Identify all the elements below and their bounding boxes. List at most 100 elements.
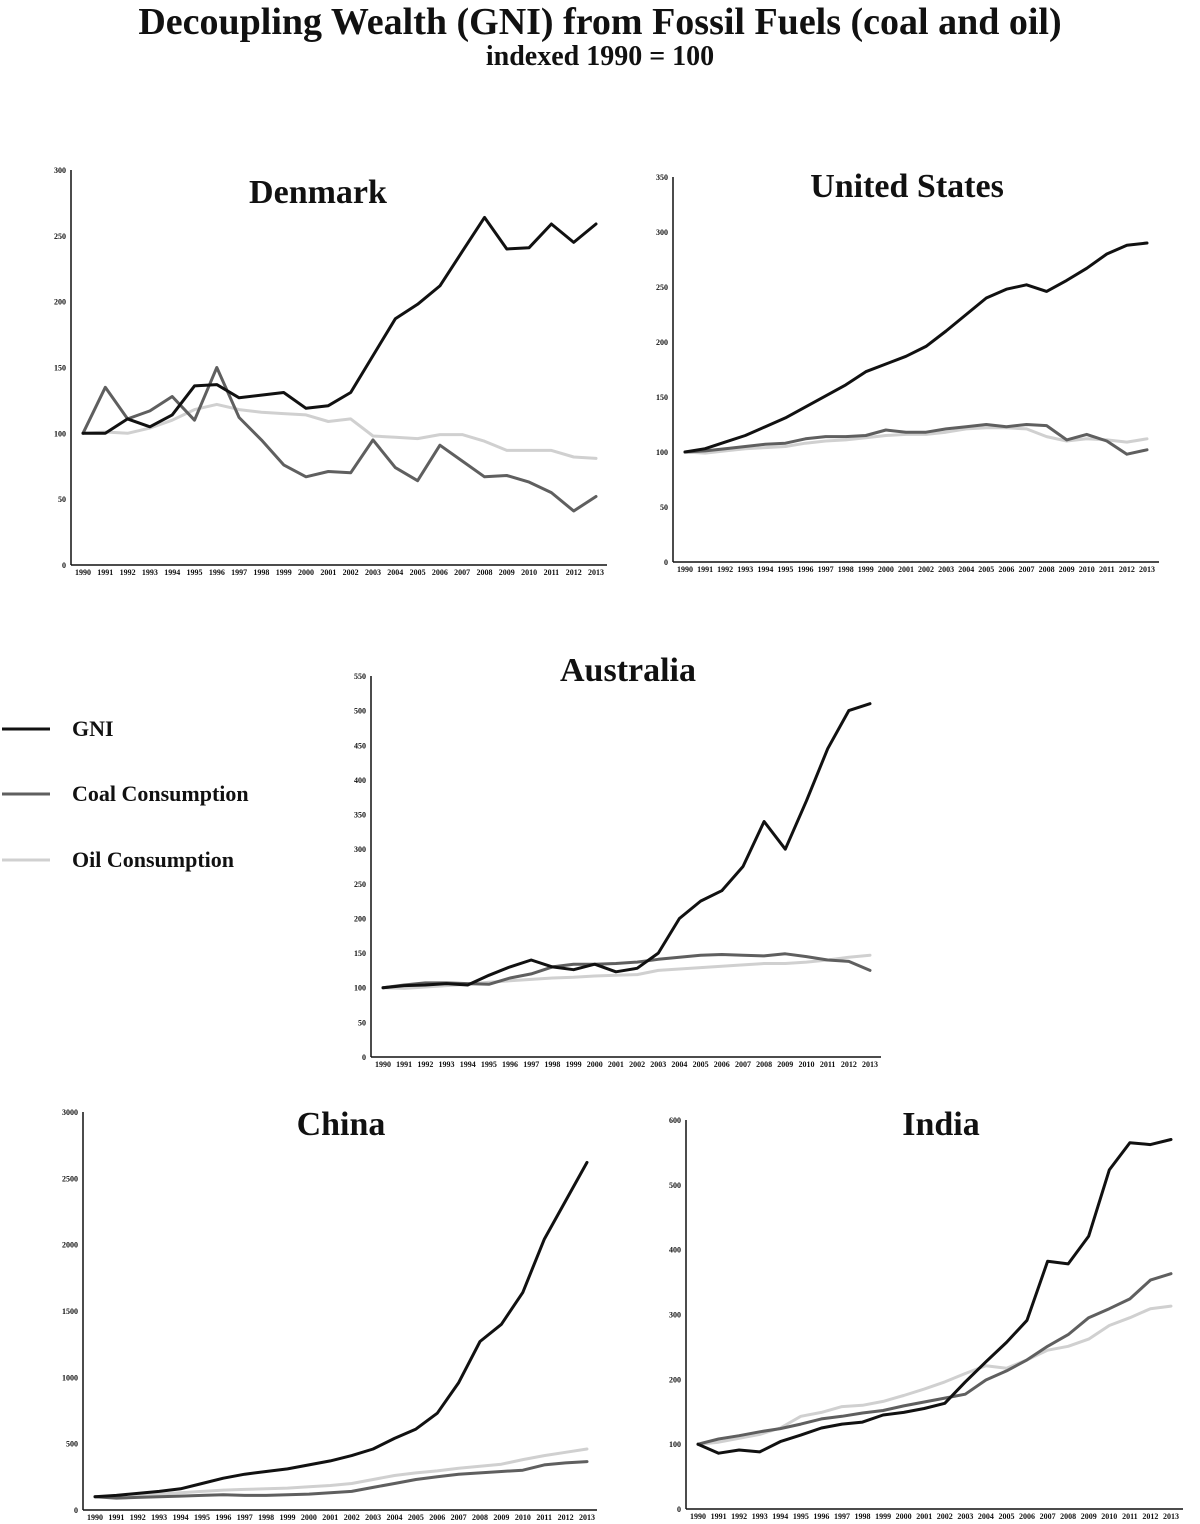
x-tick-label-india: 1996 (813, 1512, 829, 1521)
x-tick-label-australia: 2011 (820, 1060, 836, 1069)
x-tick-label-india: 1993 (752, 1512, 768, 1521)
x-tick-label-australia: 2007 (735, 1060, 751, 1069)
chart-india: India 0 100 200 300 400 500 600 1990 1991 1992 1993… (669, 1106, 1183, 1521)
x-tick-label-india: 2002 (937, 1512, 953, 1521)
y-tick-label-australia: 350 (354, 811, 366, 820)
x-tick-label-china: 1997 (237, 1513, 253, 1522)
x-tick-label-united-states: 2001 (898, 565, 914, 574)
x-tick-label-united-states: 2010 (1079, 565, 1095, 574)
x-tick-label-india: 2005 (998, 1512, 1014, 1521)
x-tick-label-united-states: 2005 (978, 565, 994, 574)
x-tick-label-united-states: 2008 (1039, 565, 1055, 574)
y-tick-label-china: 1000 (62, 1373, 78, 1382)
x-tick-label-united-states: 2011 (1099, 565, 1115, 574)
x-tick-label-india: 2004 (978, 1512, 994, 1521)
series-line-oil-consumption-denmark (81, 402, 598, 460)
series-line-coal-consumption-india (696, 1272, 1173, 1446)
x-tick-label-china: 1994 (173, 1513, 189, 1522)
x-tick-label-denmark: 2004 (387, 568, 403, 577)
x-tick-label-united-states: 2007 (1018, 565, 1034, 574)
y-tick-label-australia: 200 (354, 914, 366, 923)
y-tick-label-australia: 0 (362, 1053, 366, 1062)
x-tick-label-india: 2012 (1142, 1512, 1158, 1521)
x-tick-label-denmark: 2007 (454, 568, 470, 577)
y-tick-label-denmark: 100 (54, 429, 66, 438)
x-tick-label-denmark: 2013 (588, 568, 604, 577)
x-tick-label-australia: 1996 (502, 1060, 518, 1069)
y-tick-label-united-states: 300 (656, 228, 668, 237)
x-tick-label-united-states: 2004 (958, 565, 974, 574)
x-tick-label-china: 1999 (280, 1513, 296, 1522)
x-tick-label-united-states: 1998 (838, 565, 854, 574)
chart-united-states: United States 0 50 100 150 200 250 300 350 1990 19… (656, 168, 1159, 574)
x-tick-label-australia: 1995 (481, 1060, 497, 1069)
legend-label-gni: GNI (72, 716, 114, 741)
x-tick-label-india: 2001 (916, 1512, 932, 1521)
y-tick-label-australia: 100 (354, 984, 366, 993)
x-tick-label-australia: 1993 (439, 1060, 455, 1069)
x-tick-label-australia: 2001 (608, 1060, 624, 1069)
x-tick-label-china: 2009 (493, 1513, 509, 1522)
x-tick-label-australia: 1999 (566, 1060, 582, 1069)
y-tick-label-united-states: 200 (656, 338, 668, 347)
y-tick-label-denmark: 300 (54, 166, 66, 175)
x-tick-label-australia: 1998 (544, 1060, 560, 1069)
x-tick-label-australia: 2013 (862, 1060, 878, 1069)
y-tick-label-united-states: 250 (656, 283, 668, 292)
x-tick-label-australia: 1990 (375, 1060, 391, 1069)
chart-denmark: Denmark 0 50 100 150 200 250 300 1990 1991 1992 199… (54, 166, 607, 577)
x-tick-label-china: 2006 (429, 1513, 445, 1522)
y-tick-label-india: 300 (669, 1311, 681, 1320)
y-tick-label-united-states: 100 (656, 448, 668, 457)
x-tick-label-united-states: 1997 (818, 565, 834, 574)
y-tick-label-australia: 250 (354, 880, 366, 889)
x-tick-label-china: 1992 (130, 1513, 146, 1522)
y-tick-label-australia: 50 (358, 1018, 366, 1027)
x-tick-label-australia: 1991 (396, 1060, 412, 1069)
x-tick-label-united-states: 1994 (757, 565, 773, 574)
x-tick-label-india: 2008 (1060, 1512, 1076, 1521)
series-line-oil-consumption-china (93, 1447, 589, 1499)
x-tick-label-denmark: 1994 (164, 568, 180, 577)
y-tick-label-united-states: 150 (656, 393, 668, 402)
x-tick-label-australia: 2012 (841, 1060, 857, 1069)
x-tick-label-china: 2010 (515, 1513, 531, 1522)
y-tick-label-china: 3000 (62, 1108, 78, 1117)
x-tick-label-denmark: 1998 (253, 568, 269, 577)
series-line-oil-consumption-india (696, 1304, 1173, 1446)
x-tick-label-australia: 2004 (671, 1060, 687, 1069)
y-tick-label-denmark: 0 (62, 561, 66, 570)
x-tick-label-denmark: 2002 (343, 568, 359, 577)
y-tick-label-united-states: 50 (660, 503, 668, 512)
x-tick-label-united-states: 1996 (798, 565, 814, 574)
x-tick-label-denmark: 1990 (75, 568, 91, 577)
y-tick-label-united-states: 0 (664, 558, 668, 567)
x-tick-label-australia: 1994 (460, 1060, 476, 1069)
series-line-coal-consumption-china (93, 1460, 589, 1500)
x-tick-label-united-states: 2000 (878, 565, 894, 574)
x-tick-label-denmark: 1997 (231, 568, 247, 577)
x-tick-label-denmark: 1995 (187, 568, 203, 577)
x-tick-label-australia: 2002 (629, 1060, 645, 1069)
y-tick-label-australia: 300 (354, 845, 366, 854)
x-tick-label-united-states: 1999 (858, 565, 874, 574)
x-tick-label-australia: 1997 (523, 1060, 539, 1069)
series-line-oil-consumption-united-states (683, 426, 1149, 455)
x-tick-label-india: 1992 (731, 1512, 747, 1521)
x-tick-label-india: 1994 (772, 1512, 788, 1521)
x-tick-label-denmark: 1993 (142, 568, 158, 577)
x-tick-label-australia: 2006 (714, 1060, 730, 1069)
x-tick-label-united-states: 2012 (1119, 565, 1135, 574)
y-tick-label-china: 500 (66, 1440, 78, 1449)
x-tick-label-australia: 2003 (650, 1060, 666, 1069)
y-tick-label-china: 0 (74, 1506, 78, 1515)
x-tick-label-united-states: 2002 (918, 565, 934, 574)
x-tick-label-australia: 2010 (798, 1060, 814, 1069)
x-tick-label-united-states: 2003 (938, 565, 954, 574)
x-tick-label-india: 2006 (1019, 1512, 1035, 1521)
x-tick-label-united-states: 1993 (737, 565, 753, 574)
chart-title-united-states: United States (810, 168, 1004, 205)
x-tick-label-united-states: 1992 (717, 565, 733, 574)
x-tick-label-united-states: 1990 (677, 565, 693, 574)
x-tick-label-denmark: 1992 (120, 568, 136, 577)
